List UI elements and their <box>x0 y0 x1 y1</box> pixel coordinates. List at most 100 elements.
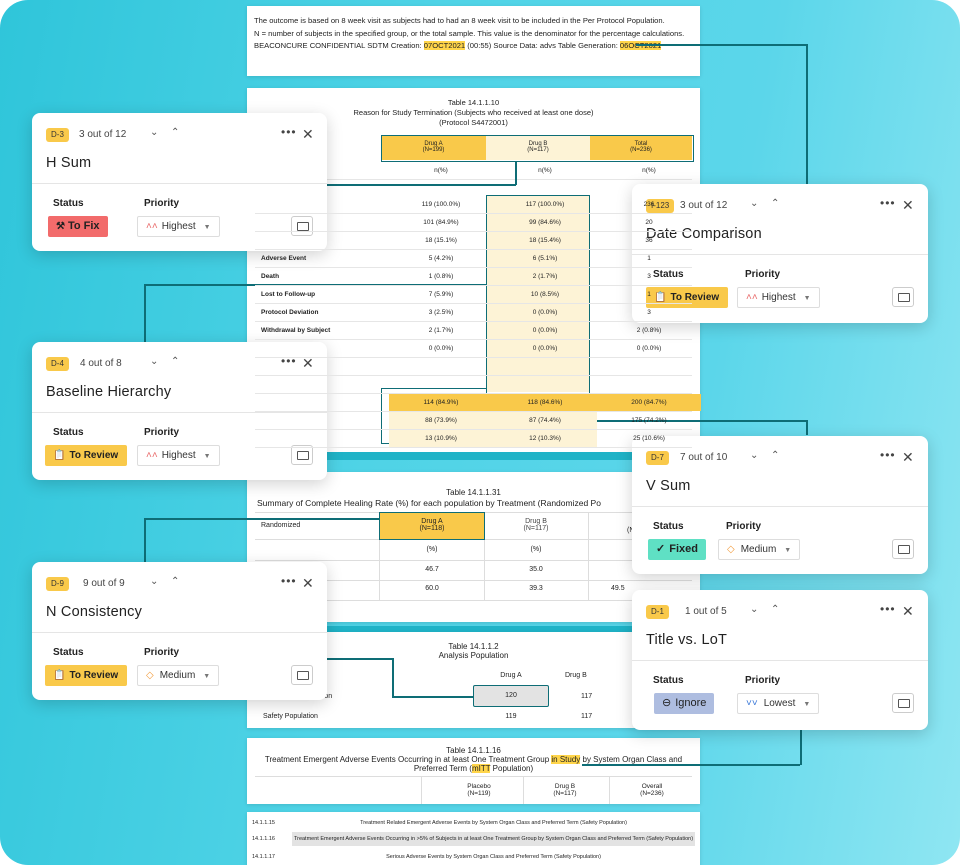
table-row: 101 (84.9%) 99 (84.6%) 20 <box>255 214 692 232</box>
priority-dropdown[interactable]: ˄˄ Highest ▼ <box>137 445 220 466</box>
value: 117 <box>581 713 593 720</box>
issue-card-title-vs-lot[interactable]: D-1 1 out of 5 ⌄ ⌃ ••• ✕ Title vs. LoT S… <box>632 590 928 730</box>
teal-bar <box>247 626 700 632</box>
header-drug-a[interactable]: Drug A (N=199) <box>381 136 486 160</box>
mitt-highlight[interactable]: mITT <box>471 764 491 773</box>
cell-value: 3 <box>647 273 651 280</box>
priority-dropdown[interactable]: ◇ Medium ▼ <box>137 665 220 686</box>
toc-row-selected[interactable]: 14.1.1.16 Treatment Emergent Adverse Even… <box>252 832 695 848</box>
table-subtitle: Treatment Emergent Adverse Events Occurr… <box>264 755 683 764</box>
priority-dropdown[interactable]: ˄˄ Highest ▼ <box>737 287 820 308</box>
more-options-icon[interactable]: ••• <box>880 602 896 616</box>
header-drug-a[interactable]: Drug A (N=118) <box>380 513 484 539</box>
priority-dropdown[interactable]: ◇ Medium ▼ <box>718 539 801 560</box>
close-icon[interactable]: ✕ <box>302 575 314 591</box>
priority-dropdown[interactable]: ˄˄ Highest ▼ <box>137 216 220 237</box>
chevron-up-icon[interactable]: ⌃ <box>171 127 180 138</box>
cell-value: 20 <box>645 219 653 226</box>
close-icon[interactable]: ✕ <box>302 355 314 371</box>
table-title: Table 14.1.1.31 <box>446 488 501 497</box>
cell-value: 36 <box>645 237 653 244</box>
issue-title: N Consistency <box>46 604 143 620</box>
issue-card-v-sum[interactable]: D-7 7 out of 10 ⌄ ⌃ ••• ✕ V Sum Status P… <box>632 436 928 574</box>
cell-value: 13 (10.9%) <box>389 430 493 447</box>
status-button[interactable]: 📋 To Review <box>45 665 127 686</box>
comment-icon[interactable] <box>291 445 313 465</box>
issue-title: V Sum <box>646 478 691 494</box>
clipboard-icon: 📋 <box>654 292 667 303</box>
issue-title: H Sum <box>46 155 92 171</box>
priority-lowest-icon: ˅˅ <box>746 698 758 709</box>
table-row: 114 (84.9%) 118 (84.6%) 200 (84.7%) <box>255 394 701 412</box>
cell-value: 3 (2.5%) <box>428 309 454 316</box>
chevron-down-icon[interactable]: ⌄ <box>150 127 159 138</box>
header-total[interactable]: Total (N=236) <box>590 136 692 160</box>
close-icon[interactable]: ✕ <box>902 603 914 619</box>
cell-value: 0 (0.0%) <box>636 345 662 352</box>
highlight-box-t2-drug-a <box>379 512 485 540</box>
more-options-icon[interactable]: ••• <box>281 574 297 588</box>
close-icon[interactable]: ✕ <box>302 126 314 142</box>
header-drug-a: Drug A <box>500 672 522 679</box>
comment-icon[interactable] <box>892 539 914 559</box>
table-subtitle: Reason for Study Termination (Subjects w… <box>353 108 594 117</box>
table-subtitle-2: (Protocol S4472001) <box>439 118 508 127</box>
toc-row[interactable]: 14.1.1.15 Treatment Related Emergent Adve… <box>252 820 627 826</box>
chevron-down-icon[interactable]: ⌄ <box>150 356 159 367</box>
status-label: Status <box>653 521 684 532</box>
priority-dropdown[interactable]: ˅˅ Lowest ▼ <box>737 693 820 714</box>
chevron-down-icon[interactable]: ⌄ <box>750 198 759 209</box>
chevron-up-icon[interactable]: ⌃ <box>771 198 780 209</box>
status-button[interactable]: ⚒ To Fix <box>48 216 108 237</box>
priority-medium-icon: ◇ <box>146 670 154 681</box>
toc-row[interactable]: 14.1.1.17 Serious Adverse Events by Syste… <box>252 854 601 860</box>
comment-icon[interactable] <box>291 665 313 685</box>
comment-icon[interactable] <box>892 693 914 713</box>
generation-date-highlight[interactable]: 06OCT2021 <box>619 41 662 50</box>
table-row: Adverse Event 5 (4.2%) 6 (5.1%) 1 <box>255 250 692 268</box>
status-label: Status <box>653 269 684 280</box>
chevron-up-icon[interactable]: ⌃ <box>771 450 780 461</box>
cell-value: 99 (84.6%) <box>529 219 561 226</box>
header-total: (N <box>627 527 635 534</box>
row-label: Death <box>261 273 280 280</box>
creation-date-highlight[interactable]: 07OCT2021 <box>423 41 466 50</box>
more-options-icon[interactable]: ••• <box>880 448 896 462</box>
status-button[interactable]: 📋 To Review <box>45 445 127 466</box>
table-title: Table 14.1.1.10 <box>447 98 500 107</box>
chevron-down-icon[interactable]: ⌄ <box>750 450 759 461</box>
issue-count: 4 out of 8 <box>80 358 122 369</box>
chevron-down-icon[interactable]: ⌄ <box>750 604 759 615</box>
more-options-icon[interactable]: ••• <box>281 125 297 139</box>
cell-value: 119 (100.0%) <box>421 201 461 208</box>
status-button[interactable]: ⊖ Ignore <box>654 693 715 714</box>
comment-icon[interactable] <box>892 287 914 307</box>
issue-card-h-sum[interactable]: D-3 3 out of 12 ⌄ ⌃ ••• ✕ H Sum Status P… <box>32 113 327 251</box>
chevron-up-icon[interactable]: ⌃ <box>171 356 180 367</box>
issue-tag: D-3 <box>46 128 69 142</box>
footnote-line-3: BEACONCURE CONFIDENTIAL SDTM Creation: 0… <box>254 41 662 50</box>
chevron-up-icon[interactable]: ⌃ <box>771 604 780 615</box>
more-options-icon[interactable]: ••• <box>880 196 896 210</box>
row-label: Protocol Deviation <box>261 309 319 316</box>
table-subtitle: Analysis Population <box>438 651 509 660</box>
chevron-down-icon[interactable]: ⌄ <box>150 576 159 587</box>
value: 117 <box>581 693 593 700</box>
issue-tag: D-7 <box>646 451 669 465</box>
footnote-line-2: N = number of subjects in the specified … <box>254 29 685 38</box>
status-button[interactable]: 📋 To Review <box>646 287 728 308</box>
issue-card-n-consistency[interactable]: D-9 9 out of 9 ⌄ ⌃ ••• ✕ N Consistency S… <box>32 562 327 700</box>
in-study-highlight[interactable]: in Study <box>551 755 581 764</box>
cell-value: 0 (0.0%) <box>428 345 454 352</box>
header-overall: Overall (N=236) <box>640 783 664 797</box>
chevron-up-icon[interactable]: ⌃ <box>171 576 180 587</box>
status-button[interactable]: ✓ Fixed <box>648 539 706 560</box>
cell-value: 1 <box>647 291 651 298</box>
close-icon[interactable]: ✕ <box>902 197 914 213</box>
close-icon[interactable]: ✕ <box>902 449 914 465</box>
highlight-cell[interactable]: 120 <box>473 685 549 707</box>
clipboard-icon: 📋 <box>53 450 66 461</box>
header-drug-b[interactable]: Drug B (N=117) <box>486 136 590 160</box>
issue-card-date-comparison[interactable]: I-123 3 out of 12 ⌄ ⌃ ••• ✕ Date Compari… <box>632 184 928 323</box>
table-title: Table 14.1.1.2 <box>448 642 499 651</box>
